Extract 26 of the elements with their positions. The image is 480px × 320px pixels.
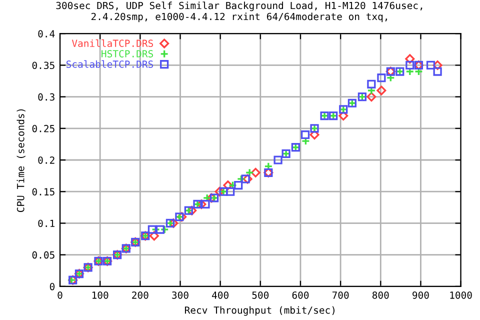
x-tick-label: 0 [58,291,62,299]
x-tick-label: 1000 [450,291,472,299]
legend-label: VanillaTCP.DRS [72,39,153,48]
legend-label: ScalableTCP.DRS [66,60,153,68]
y-tick-label: 0 [50,282,55,290]
y-tick-label: 0.3 [38,93,54,101]
y-tick-label: 0.1 [38,220,54,228]
x-tick-label: 500 [252,291,269,299]
x-tick-label: 900 [412,291,429,299]
y-tick-label: 0.05 [32,251,54,259]
y-tick-label: 0.35 [32,62,54,70]
x-tick-label: 200 [132,291,148,299]
y-tick-label: 0.2 [38,156,54,164]
x-tick-label: 600 [292,291,309,299]
x-axis-title: Recv Throughput (mbit/sec) [184,306,334,316]
y-tick-label: 0.4 [38,30,55,38]
legend-label: HSTCP.DRS [102,50,153,58]
y-tick-label: 0.25 [32,124,54,132]
x-tick-label: 700 [332,291,349,299]
y-axis-title: CPU Time (seconds) [16,109,26,212]
x-tick-label: 800 [372,291,389,299]
x-tick-label: 100 [92,291,108,299]
x-tick-label: 400 [212,291,228,299]
y-tick-label: 0.15 [32,188,54,196]
chart-title: 300sec DRS, UDP Self Similar Background Load, H1-M120 1476usec, 2.4.20smp, e1000-4.4.12 rxint 64/64moderate on txq, [56,2,422,22]
x-tick-label: 300 [172,291,188,299]
